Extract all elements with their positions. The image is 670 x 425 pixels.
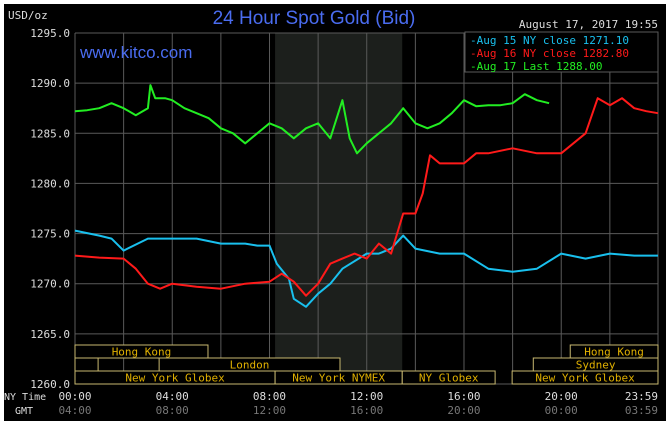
session-label: New York Globex (535, 372, 635, 385)
series-line-2 (74, 84, 550, 155)
session-bar (511, 370, 659, 385)
x-tick-label-ny: 04:00 (156, 390, 189, 403)
timestamp: August 17, 2017 19:55 (519, 18, 658, 31)
session-label: New York Globex (125, 372, 225, 385)
y-tick-label: 1270.0 (30, 278, 70, 291)
session-bar (401, 370, 496, 385)
series-line-0 (74, 229, 658, 308)
session-label: New York NYMEX (292, 372, 385, 385)
x-tick-label-gmt: 08:00 (156, 404, 189, 417)
legend-box (464, 31, 659, 73)
session-label: Hong Kong (584, 346, 644, 359)
session-bar (74, 344, 209, 359)
x-tick-label-ny: 12:00 (350, 390, 383, 403)
session-label: Hong Kong (112, 346, 172, 359)
y-tick-label: 1265.0 (30, 328, 70, 341)
x-tick-label-gmt: 04:00 (58, 404, 91, 417)
y-tick-label: 1285.0 (30, 127, 70, 140)
x-tick-label-ny: 08:00 (253, 390, 286, 403)
kitco-watermark: www.kitco.com (79, 43, 192, 62)
session-label: NY Globex (419, 372, 479, 385)
chart-title: 24 Hour Spot Gold (Bid) (213, 8, 416, 29)
legend-entry: -Aug 16 NY close 1282.80 (470, 47, 629, 60)
y-tick-label: 1295.0 (30, 27, 70, 40)
session-bar (74, 357, 99, 372)
x-tick-label-gmt: 03:59 (625, 404, 658, 417)
legend-entry: -Aug 15 NY close 1271.10 (470, 34, 629, 47)
x-tick-label-ny: 16:00 (447, 390, 480, 403)
gmt-label: GMT (15, 406, 33, 417)
x-tick-label-gmt: 12:00 (253, 404, 286, 417)
ny-time-label: NY Time (4, 392, 46, 403)
nymex-shaded-region (275, 33, 403, 384)
y-tick-label: 1280.0 (30, 177, 70, 190)
y-tick-label: 1260.0 (30, 378, 70, 391)
x-tick-label-gmt: 00:00 (545, 404, 578, 417)
x-tick-label-ny: 00:00 (58, 390, 91, 403)
session-label: London (230, 359, 270, 372)
y-tick-label: 1275.0 (30, 228, 70, 241)
y-axis-unit: USD/oz (8, 9, 48, 22)
legend-entry: -Aug 17 Last 1288.00 (470, 60, 602, 73)
session-label: Sydney (576, 359, 616, 372)
y-tick-label: 1290.0 (30, 77, 70, 90)
x-tick-label-gmt: 20:00 (447, 404, 480, 417)
x-tick-label-gmt: 16:00 (350, 404, 383, 417)
x-tick-label-ny: 20:00 (545, 390, 578, 403)
series-line-1 (74, 97, 659, 297)
x-tick-label-ny: 23:59 (625, 390, 658, 403)
